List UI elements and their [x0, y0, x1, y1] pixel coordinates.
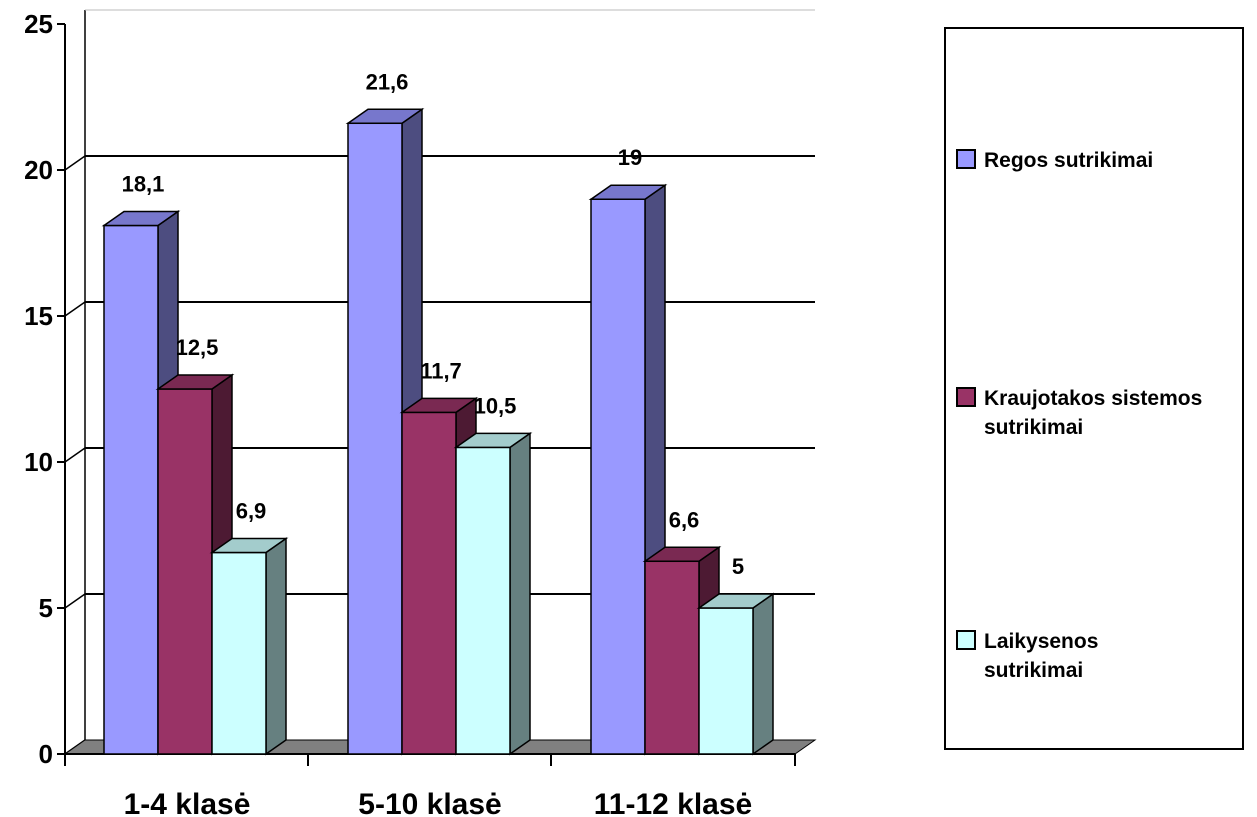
data-label: 11,7 [420, 358, 462, 383]
data-label: 6,9 [236, 499, 267, 524]
legend-swatch-regos [956, 149, 976, 169]
legend-label-laikysenos: Laikysenos sutrikimai [984, 630, 1099, 682]
bar-top [453, 432, 533, 449]
x-tick-label: 5-10 klasė [358, 788, 501, 817]
bar-chart: 18,1 12,5 6,9 21,6 11,7 10,5 19 6,6 5 0 5 10 15 20 25… [24, 9, 817, 817]
y-tick-label: 5 [39, 593, 53, 623]
data-label: 19 [618, 145, 642, 170]
bar-front [590, 198, 646, 755]
bar [696, 592, 776, 756]
bar-top [345, 108, 425, 125]
bar [209, 537, 289, 756]
back-wall-left-edge [64, 10, 86, 755]
legend-swatch-laikysenos [956, 630, 976, 650]
bar-side [509, 431, 531, 756]
legend-label-kraujotakos: Kraujotakos sistemos sutrikimai [984, 387, 1203, 439]
data-labels: 18,1 12,5 6,9 21,6 11,7 10,5 19 6,6 5 [122, 69, 745, 579]
gridline-diagonal [64, 447, 86, 463]
data-label: 5 [732, 554, 744, 579]
legend: Regos sutrikimai Kraujotakos sistemos su… [944, 27, 1244, 750]
legend-swatch-kraujotakos [956, 387, 976, 407]
x-tick-label: 1-4 klasė [124, 788, 251, 817]
data-label: 18,1 [122, 171, 165, 196]
legend-item-kraujotakos: Kraujotakos sistemos sutrikimai [956, 384, 1224, 442]
data-label: 10,5 [474, 393, 517, 418]
legend-item-laikysenos: Laikysenos sutrikimai [956, 627, 1144, 685]
bar-front [401, 411, 457, 755]
x-tick-label: 11-12 klasė [594, 788, 752, 817]
bar-side [265, 537, 287, 756]
x-tick-labels: 1-4 klasė 5-10 klasė 11-12 klasė [124, 788, 753, 817]
bar-front [211, 551, 267, 755]
y-tick-label: 25 [24, 9, 53, 39]
gridline-diagonal [64, 301, 86, 317]
bar-top [588, 184, 668, 200]
bar [155, 373, 235, 756]
y-tick-label: 10 [24, 447, 53, 477]
gridline-diagonal [64, 155, 86, 171]
bar-top [642, 546, 722, 563]
legend-item-regos: Regos sutrikimai [956, 146, 1254, 175]
y-tick-labels: 0 5 10 15 20 25 [24, 9, 53, 769]
bar-top [101, 210, 181, 227]
bar-top [155, 374, 235, 390]
data-label: 21,6 [366, 69, 409, 94]
y-tick-label: 15 [24, 301, 53, 331]
gridline-diagonal [64, 593, 86, 609]
bar-front [103, 224, 159, 755]
y-tick-label: 0 [39, 739, 53, 769]
bar-front [698, 607, 754, 755]
bar [453, 431, 533, 756]
bar-side [752, 592, 774, 756]
y-tick-label: 20 [24, 155, 53, 185]
bar-front [455, 446, 511, 755]
bar-front [644, 560, 700, 755]
bars [101, 107, 776, 756]
data-label: 6,6 [669, 507, 700, 532]
legend-label-regos: Regos sutrikimai [984, 149, 1154, 172]
bar-front [347, 122, 403, 755]
bar-top [209, 537, 289, 554]
data-label: 12,5 [176, 335, 219, 360]
bar-top [399, 397, 479, 414]
bar-front [157, 388, 213, 755]
bar-top [696, 593, 776, 609]
